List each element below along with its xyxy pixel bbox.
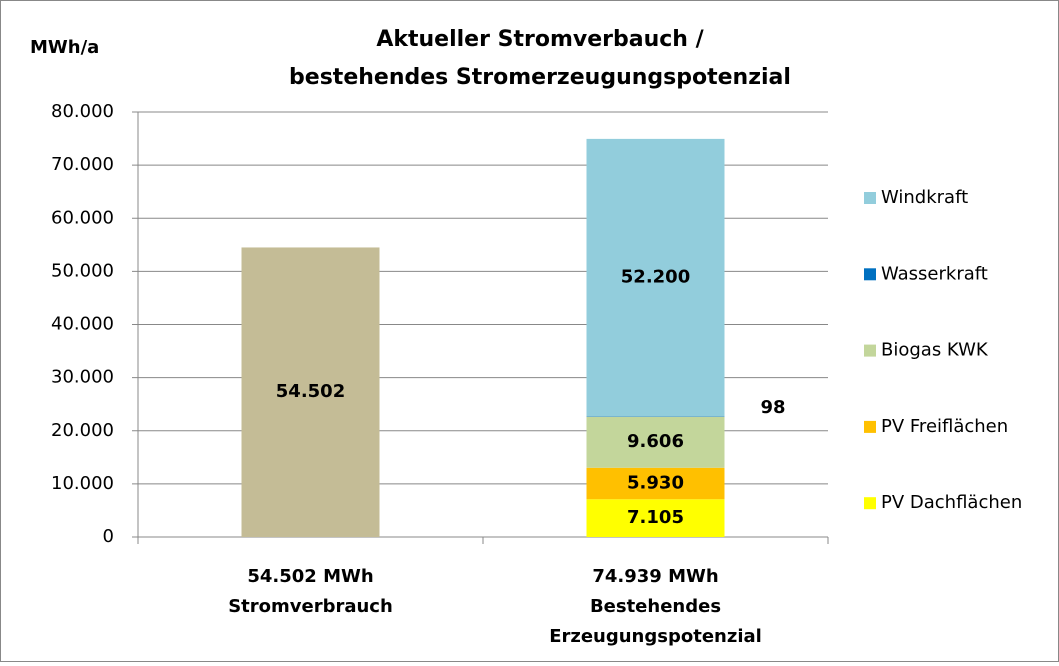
x-tick-label: Bestehendes <box>590 596 721 617</box>
data-label: 9.606 <box>627 431 684 452</box>
y-tick-label: 60.000 <box>51 207 114 228</box>
data-label: 7.105 <box>627 507 684 528</box>
y-tick-label: 40.000 <box>51 314 114 335</box>
legend-label: Biogas KWK <box>881 340 989 361</box>
chart-title: bestehendes Stromerzeugungspotenzial <box>289 65 791 90</box>
y-tick-label: 70.000 <box>51 154 114 175</box>
x-tick-label: Stromverbrauch <box>228 596 393 617</box>
data-label: 5.930 <box>627 473 684 494</box>
data-label: 52.200 <box>621 267 690 288</box>
chart-title: Aktueller Stromverbauch / <box>376 27 704 52</box>
bar-segment <box>586 499 725 537</box>
y-axis-label: MWh/a <box>30 37 99 58</box>
data-label: 98 <box>761 397 786 418</box>
y-tick-label: 50.000 <box>51 260 114 281</box>
y-tick-label: 0 <box>103 526 114 547</box>
legend-label: Wasserkraft <box>881 263 988 284</box>
bar-segment <box>586 416 725 417</box>
y-tick-label: 10.000 <box>51 473 114 494</box>
legend-swatch <box>864 420 876 433</box>
bar-segment <box>586 138 725 417</box>
x-tick-label: Erzeugungspotenzial <box>549 626 762 647</box>
bar-segment <box>241 247 380 537</box>
legend-label: Windkraft <box>881 187 968 208</box>
legend-swatch <box>864 268 876 281</box>
y-tick-label: 20.000 <box>51 420 114 441</box>
legend-swatch <box>864 344 876 357</box>
data-label: 54.502 <box>276 381 345 402</box>
x-tick-label: 74.939 MWh <box>592 566 718 587</box>
x-tick-label: 54.502 MWh <box>247 566 373 587</box>
legend-label: PV Dachflächen <box>881 492 1022 513</box>
bar-segment <box>586 416 725 468</box>
legend-label: PV Freiflächen <box>881 416 1008 437</box>
y-tick-label: 30.000 <box>51 367 114 388</box>
bar-segment <box>586 467 725 500</box>
y-tick-label: 80.000 <box>51 101 114 122</box>
legend-swatch <box>864 497 876 510</box>
legend-swatch <box>864 192 876 204</box>
